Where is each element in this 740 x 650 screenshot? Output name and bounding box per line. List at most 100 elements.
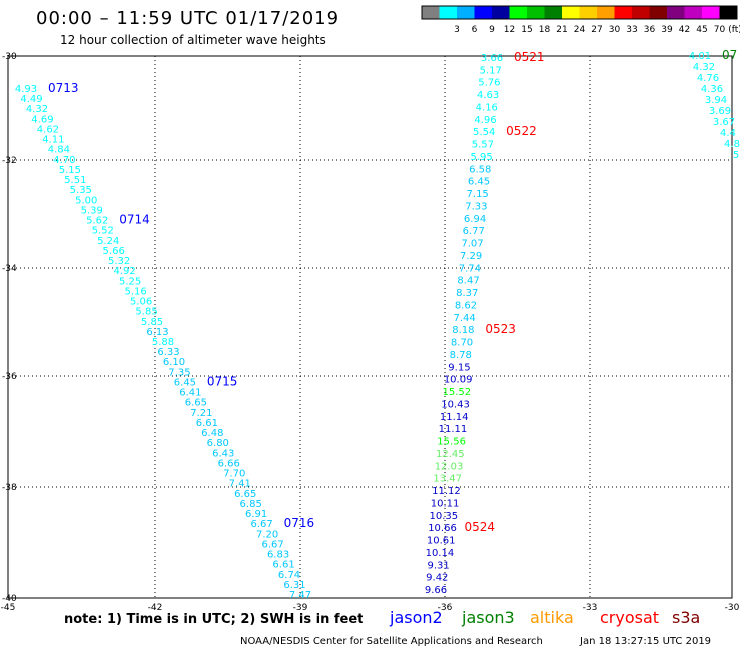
wave-height-value: 13.47 <box>433 474 462 485</box>
legend-tick-label: 45 <box>696 25 707 35</box>
legend-tick-label: 39 <box>661 25 673 35</box>
wave-height-value: 12.03 <box>435 461 464 472</box>
wave-height-value: 7.15 <box>467 189 489 200</box>
wave-height-value: 6.43 <box>212 448 234 459</box>
wave-height-value: 7.33 <box>465 201 487 212</box>
wave-height-value: 5.24 <box>97 236 119 247</box>
longitude-label: -30 <box>725 603 740 613</box>
wave-height-value: 8.62 <box>455 300 477 311</box>
pass-time-label: 0521 <box>514 50 545 64</box>
wave-height-value: 10.66 <box>428 523 457 534</box>
wave-height-value: 6.45 <box>174 377 196 388</box>
wave-height-value: 9.31 <box>427 560 449 571</box>
wave-height-value: 4.84 <box>48 145 70 156</box>
wave-height-value: 10.43 <box>441 399 470 410</box>
wave-height-value: 7.44 <box>454 313 476 324</box>
track-east: 4.014.324.764.363.943.693.674.44.85 07 <box>689 48 740 161</box>
wave-height-value: 6.74 <box>278 570 300 581</box>
latitude-label: -34 <box>2 264 17 274</box>
legend-swatch <box>474 6 492 19</box>
wave-height-value: 7.07 <box>461 239 483 250</box>
legend-swatch <box>719 6 737 19</box>
wave-height-value: 3.94 <box>705 95 727 106</box>
legend-tick-label: 27 <box>591 25 602 35</box>
wave-height-value: 3.69 <box>709 106 731 117</box>
wave-height-value: 6.91 <box>245 509 267 520</box>
wave-height-value: 5.76 <box>478 78 500 89</box>
track-central: 3.665.17 5.764.634.16 4.965.54 5.575.956.58… <box>425 50 545 596</box>
wave-height-value: 7.29 <box>460 251 482 262</box>
longitude-label: -33 <box>583 603 598 613</box>
legend-unit: (ft) <box>728 25 740 35</box>
wave-height-value: 5.95 <box>470 152 492 163</box>
legend-swatch <box>649 6 667 19</box>
legend-swatch <box>492 6 510 19</box>
wave-height-value: 5 <box>733 150 739 161</box>
wave-height-value: 4.32 <box>693 62 715 73</box>
wave-height-value: 5.17 <box>480 65 502 76</box>
wave-height-value: 6.67 <box>261 539 283 550</box>
wave-height-value: 10.35 <box>429 511 458 522</box>
legend-swatch <box>439 6 457 19</box>
wave-height-value: 4.32 <box>26 104 48 115</box>
legend-swatch <box>562 6 580 19</box>
legend-swatch <box>597 6 615 19</box>
wave-height-value: 15.52 <box>443 387 472 398</box>
wave-height-value: 3.67 <box>713 117 735 128</box>
wave-height-value: 6.10 <box>163 357 185 368</box>
pass-time-label: 07 <box>722 48 737 62</box>
legend-tick-label: 33 <box>626 25 637 35</box>
wave-height-value: 6.94 <box>464 214 486 225</box>
wave-height-value: 6.48 <box>201 428 223 439</box>
wave-height-value: 6.85 <box>240 499 262 510</box>
wave-height-value: 6.66 <box>218 458 240 469</box>
longitude-label: -42 <box>148 603 163 613</box>
wave-height-value: 9.66 <box>425 585 447 596</box>
latitude-label: -38 <box>2 483 17 493</box>
legend-swatch <box>579 6 597 19</box>
latitude-label: -36 <box>2 372 17 382</box>
wave-height-value: 4.93 <box>15 84 37 95</box>
wave-height-value: 5.52 <box>92 226 114 237</box>
wave-height-value: 5.32 <box>108 256 130 267</box>
pass-time-label: 0523 <box>485 322 516 336</box>
longitude-label: -36 <box>438 603 453 613</box>
wave-height-value: 7.20 <box>256 529 278 540</box>
wave-height-value: 9.15 <box>448 362 470 373</box>
map-frame <box>7 55 733 599</box>
wave-height-value: 4.36 <box>701 84 723 95</box>
wave-height-value: 3.66 <box>481 53 503 64</box>
wave-height-value: 8.18 <box>452 325 474 336</box>
wave-height-value: 4.8 <box>724 139 740 150</box>
wave-height-value: 6.67 <box>251 519 273 530</box>
wave-height-value: 7.35 <box>168 367 190 378</box>
wave-height-value: 10.11 <box>431 498 460 509</box>
wave-height-value: 5.66 <box>103 246 125 257</box>
wave-height-value: 4.01 <box>689 51 711 62</box>
wave-height-value: 4.70 <box>53 155 75 166</box>
legend-swatch <box>509 6 527 19</box>
credit-text: NOAA/NESDIS Center for Satellite Applica… <box>240 636 543 647</box>
wave-height-value: 7.74 <box>459 263 481 274</box>
wave-height-value: 4.76 <box>697 73 719 84</box>
wave-height-value: 4.4 <box>720 128 736 139</box>
pass-time-label: 0524 <box>465 520 496 534</box>
pass-time-label: 0715 <box>207 374 238 388</box>
legend-tick-label: 18 <box>539 25 551 35</box>
wave-height-value: 6.13 <box>146 327 168 338</box>
wave-height-value: 6.31 <box>283 580 305 591</box>
wave-height-value: 7.41 <box>229 479 251 490</box>
wave-height-value: 8.37 <box>456 288 478 299</box>
wave-height-value: 5.25 <box>119 276 141 287</box>
legend-swatch <box>544 6 562 19</box>
wave-height-value: 9.42 <box>426 573 448 584</box>
legend-tick-label: 24 <box>574 25 586 35</box>
wave-height-value: 5.39 <box>81 205 103 216</box>
longitude-label: -39 <box>293 603 308 613</box>
wave-height-value: 6.77 <box>463 226 485 237</box>
wave-height-value: 5.35 <box>70 185 92 196</box>
wave-height-value: 5.06 <box>130 297 152 308</box>
pass-time-label: 0522 <box>506 124 537 138</box>
